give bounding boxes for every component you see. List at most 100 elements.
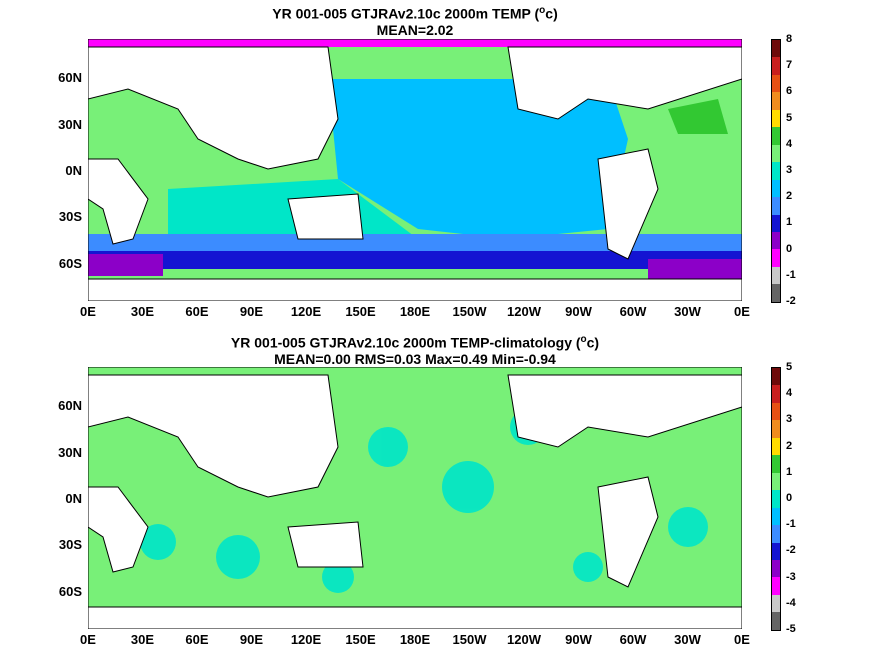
panel1-pacific-warm: [328, 79, 628, 239]
panel1-colorbar-tick: 8: [786, 33, 793, 45]
panel1-north-america: [507, 46, 742, 120]
panel2-lat-30s: 30S: [58, 537, 82, 552]
panel2-colorbar-tick: 1: [786, 465, 793, 478]
colorbar-segment: [772, 197, 780, 215]
panel1-title-pre: YR 001-005 GTJRAv2.10c 2000m TEMP (: [272, 5, 540, 22]
panel2-map: [88, 367, 742, 629]
colorbar-segment: [772, 577, 780, 595]
panel1-antarctica: [88, 278, 742, 301]
panel2-lon-tick: 120E: [290, 632, 322, 647]
colorbar-segment: [772, 420, 780, 438]
panel1-title-sup: o: [539, 5, 546, 16]
panel1-colorbar-tick: 5: [786, 111, 793, 124]
panel2-lat-60s: 60S: [58, 584, 82, 599]
panel1-africa: [88, 158, 149, 245]
panel2-colorbar-tick: -1: [786, 518, 796, 531]
colorbar-segment: [772, 214, 780, 232]
panel2-lat-60n: 60N: [58, 398, 82, 413]
panel2-lon-tick: 30E: [130, 632, 155, 647]
colorbar-segment: [772, 437, 780, 456]
panel1-colorbar-tick: -1: [786, 268, 796, 281]
panel2-lon-tick: 0E: [734, 632, 750, 647]
panel2-colorbar-tick: 0: [786, 492, 793, 504]
panel1-weddell-low: [88, 254, 163, 276]
panel1-lon-tick: 120W: [507, 304, 541, 319]
panel1-lon-tick: 60E: [185, 304, 209, 319]
panel2-lon-tick: 150E: [345, 632, 376, 647]
panel2-title-sup: o: [580, 334, 587, 345]
panel1-southern-band: [88, 234, 742, 256]
colorbar-segment: [772, 231, 780, 250]
colorbar-segment: [772, 284, 780, 302]
panel2-lon-tick: 180E: [399, 632, 431, 647]
colorbar-segment: [772, 490, 780, 508]
panel1-lon-tick: 90E: [239, 304, 264, 319]
panel2-lon-tick: 120W: [507, 632, 541, 647]
panel2-colorbar-tick: -2: [786, 544, 796, 557]
colorbar-segment: [772, 402, 780, 421]
panel1-arctic: [88, 39, 742, 47]
panel2-lat-0n: 0N: [65, 491, 82, 506]
colorbar-segment: [772, 40, 780, 58]
panel2-colorbar-tick: 3: [786, 413, 793, 426]
panel2-title: YR 001-005 GTJRAv2.10c 2000m TEMP-climat…: [0, 332, 830, 367]
panel1-lat-60s: 60S: [58, 256, 82, 271]
panel1-atlantic-warm: [668, 99, 728, 134]
panel1-lon-tick: 150E: [345, 304, 376, 319]
panel1-title-post: c): [545, 5, 558, 22]
colorbar-segment: [772, 507, 780, 526]
panel2-colorbar-tick: 2: [786, 439, 793, 452]
panel1-lon-tick: 30E: [130, 304, 155, 319]
panel1-eurasia: [88, 46, 339, 170]
colorbar-segment: [772, 385, 780, 403]
panel1-colorbar-tick: 2: [786, 190, 793, 203]
panel1-lon-tick: 120E: [290, 304, 322, 319]
panel1-colorbar: [771, 39, 781, 303]
panel2-colorbar-tick: 5: [786, 361, 793, 373]
panel2-subtitle: MEAN=0.00 RMS=0.03 Max=0.49 Min=-0.94: [274, 350, 556, 367]
colorbar-segment: [772, 594, 780, 613]
colorbar-segment: [772, 179, 780, 198]
panel1-lon-tick: 0E: [734, 304, 750, 319]
panel1-colorbar-tick: 3: [786, 164, 793, 176]
panel2-colorbar: [771, 367, 781, 631]
panel2-title-pre: YR 001-005 GTJRAv2.10c 2000m TEMP-climat…: [230, 334, 581, 351]
panel1-lon-tick: 60W: [619, 304, 647, 319]
panel1-south-america: [597, 148, 659, 260]
colorbar-segment: [772, 57, 780, 75]
panel1-colorbar-tick: 1: [786, 216, 793, 229]
colorbar-segment: [772, 92, 780, 110]
panel1-colorbar-tick: 7: [786, 59, 793, 72]
panel1-map: [88, 39, 742, 301]
colorbar-segment: [772, 127, 780, 145]
colorbar-segment: [772, 144, 780, 163]
panel1-colorbar-tick: 6: [786, 85, 793, 98]
colorbar-segment: [772, 368, 780, 386]
panel2-colorbar-tick: -4: [786, 596, 796, 609]
panel1-ross-low: [648, 259, 742, 281]
panel1-lat-60n: 60N: [58, 70, 82, 85]
panel2-colorbar-tick: -3: [786, 570, 796, 583]
panel2-lat-30n: 30N: [58, 445, 82, 460]
panel1-colorbar-tick: 4: [786, 137, 793, 150]
panel1-lat-0n: 0N: [65, 163, 82, 178]
colorbar-segment: [772, 109, 780, 128]
panel1-lon-tick: 30W: [674, 304, 701, 319]
colorbar-segment: [772, 612, 780, 630]
panel1-lon-tick: 150W: [452, 304, 487, 319]
panel2-lon-tick: 60E: [185, 632, 209, 647]
panel1-colorbar-tick: 0: [786, 242, 793, 255]
panel1-lat-30s: 30S: [58, 209, 82, 224]
panel2-title-post: c): [586, 334, 600, 351]
panel1-lon-tick: 0E: [80, 304, 96, 319]
panel1-australia: [287, 193, 364, 240]
panel2-lon-tick: 0E: [80, 632, 96, 647]
panel1-lon-tick: 90W: [565, 304, 592, 319]
panel1-southern-deep: [88, 251, 742, 269]
panel2-lon-tick: 90E: [239, 632, 264, 647]
panel2-colorbar-tick: 4: [786, 387, 793, 400]
colorbar-segment: [772, 249, 780, 267]
panel2-lon-tick: 30W: [674, 632, 701, 647]
panel2-lon-tick: 150W: [452, 632, 487, 647]
panel2-lon-tick: 60W: [619, 632, 647, 647]
